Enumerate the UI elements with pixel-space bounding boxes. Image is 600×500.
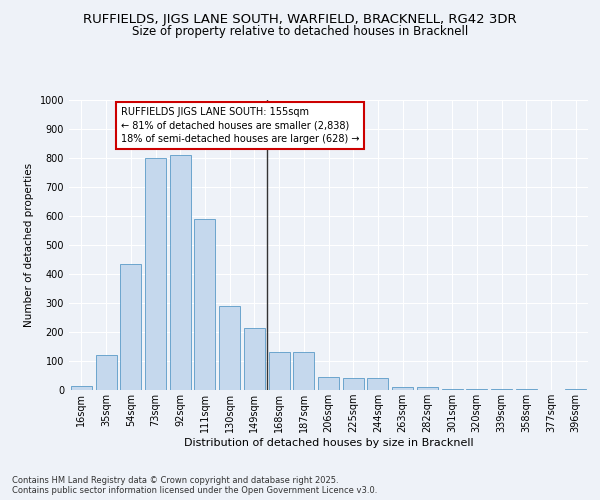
- Bar: [392, 386, 413, 390]
- Y-axis label: Number of detached properties: Number of detached properties: [24, 163, 34, 327]
- Bar: [71, 386, 92, 390]
- Text: RUFFIELDS, JIGS LANE SOUTH, WARFIELD, BRACKNELL, RG42 3DR: RUFFIELDS, JIGS LANE SOUTH, WARFIELD, BR…: [83, 12, 517, 26]
- Bar: [417, 387, 438, 390]
- Bar: [293, 352, 314, 390]
- Bar: [170, 155, 191, 390]
- Bar: [367, 378, 388, 390]
- Bar: [269, 352, 290, 390]
- Bar: [244, 328, 265, 390]
- Bar: [318, 377, 339, 390]
- Bar: [565, 388, 586, 390]
- Bar: [145, 158, 166, 390]
- Text: Contains HM Land Registry data © Crown copyright and database right 2025.
Contai: Contains HM Land Registry data © Crown c…: [12, 476, 377, 495]
- X-axis label: Distribution of detached houses by size in Bracknell: Distribution of detached houses by size …: [184, 438, 473, 448]
- Bar: [95, 355, 116, 390]
- Bar: [219, 306, 240, 390]
- Bar: [343, 378, 364, 390]
- Bar: [120, 264, 141, 390]
- Text: RUFFIELDS JIGS LANE SOUTH: 155sqm
← 81% of detached houses are smaller (2,838)
1: RUFFIELDS JIGS LANE SOUTH: 155sqm ← 81% …: [121, 108, 359, 144]
- Bar: [194, 219, 215, 390]
- Bar: [442, 388, 463, 390]
- Text: Size of property relative to detached houses in Bracknell: Size of property relative to detached ho…: [132, 25, 468, 38]
